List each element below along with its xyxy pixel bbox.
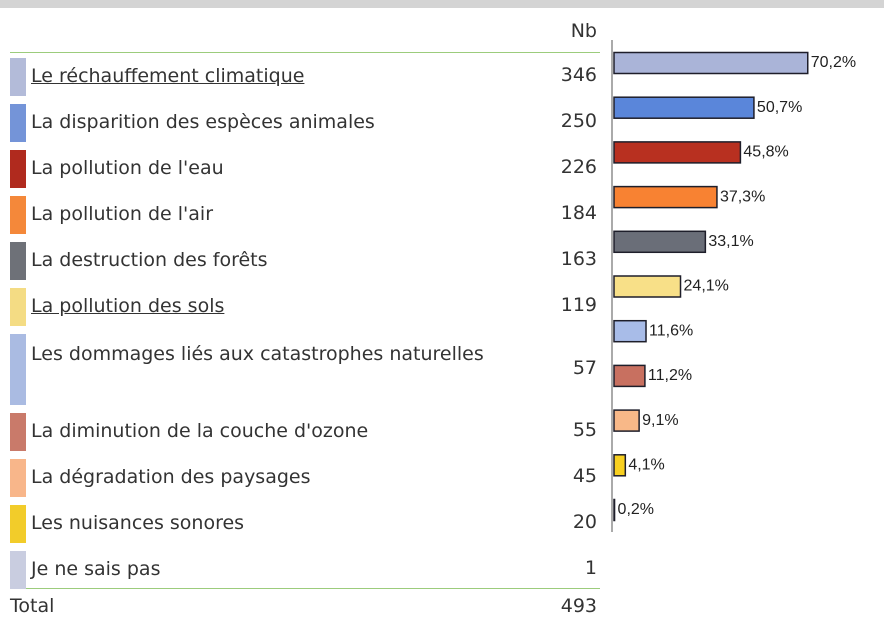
- row-count: 346: [560, 64, 597, 86]
- value-label: 24,1%: [684, 278, 729, 295]
- bar: [613, 230, 707, 254]
- bar: [613, 454, 627, 477]
- count-header: Nb: [570, 20, 597, 42]
- row-label: Je ne sais pas: [31, 558, 161, 580]
- swatch: [10, 551, 26, 589]
- row-count: 250: [560, 110, 597, 132]
- row-label: La pollution des sols: [31, 295, 225, 317]
- row-count: 45: [572, 465, 597, 487]
- bar: [613, 275, 682, 298]
- value-label: 45,8%: [743, 144, 788, 161]
- row-label: La destruction des forêts: [31, 249, 268, 271]
- value-label: 70,2%: [811, 54, 856, 71]
- header-band: [0, 0, 884, 8]
- swatch: [10, 413, 26, 451]
- bar: [613, 409, 640, 432]
- row-label: Les nuisances sonores: [31, 512, 245, 534]
- value-label: 50,7%: [757, 99, 802, 116]
- row-label: La disparition des espèces animales: [31, 111, 375, 133]
- row-count: 57: [572, 356, 597, 379]
- swatch: [10, 150, 26, 188]
- row-label: La dégradation des paysages: [31, 466, 311, 488]
- value-label: 37,3%: [720, 188, 765, 205]
- bar: [613, 96, 755, 119]
- row-label: Les dommages liés aux catastrophes natur…: [31, 343, 484, 365]
- row-count: 119: [560, 294, 597, 316]
- bar: [613, 185, 718, 209]
- value-label: 11,2%: [648, 367, 692, 384]
- row-label: La diminution de la couche d'ozone: [31, 420, 369, 442]
- row-count: 20: [572, 511, 597, 533]
- swatch: [10, 196, 26, 234]
- swatch: [10, 242, 26, 280]
- row-count: 163: [560, 248, 597, 270]
- value-label: 0,2%: [618, 501, 654, 518]
- swatch: [10, 459, 26, 497]
- row-count: 226: [560, 156, 597, 178]
- bar: [613, 364, 646, 388]
- value-label: 4,1%: [628, 457, 664, 474]
- swatch: [10, 505, 26, 543]
- row-count: 1: [584, 557, 597, 579]
- bar: [613, 51, 809, 75]
- total-label: Total: [10, 595, 55, 617]
- value-label: 9,1%: [642, 412, 678, 429]
- swatch: [10, 288, 26, 326]
- swatch: [10, 334, 26, 405]
- row-label: La pollution de l'eau: [31, 157, 224, 179]
- row-label: Le réchauffement climatique: [31, 65, 305, 87]
- total-value: 493: [560, 595, 597, 617]
- bar: [613, 498, 616, 522]
- value-label: 11,6%: [649, 322, 693, 339]
- swatch: [10, 58, 26, 96]
- bar: [613, 141, 742, 164]
- row-count: 55: [572, 419, 597, 441]
- row-count: 184: [560, 202, 597, 224]
- value-label: 33,1%: [708, 233, 753, 250]
- swatch: [10, 104, 26, 142]
- row-label: La pollution de l'air: [31, 203, 214, 225]
- rule: [10, 588, 600, 589]
- rule: [10, 52, 600, 53]
- bar: [613, 319, 647, 343]
